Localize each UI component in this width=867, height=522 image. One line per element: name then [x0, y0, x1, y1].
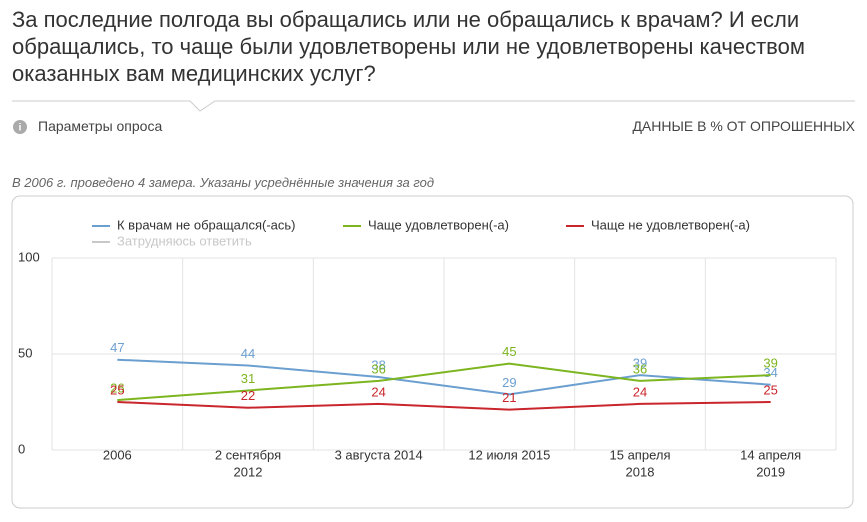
data-label: 31 [241, 371, 255, 386]
info-icon-glyph: i [19, 123, 22, 134]
legend-label: К врачам не обращался(-ась) [117, 217, 296, 232]
x-tick-label: 2019 [756, 464, 785, 479]
survey-params[interactable]: Параметры опроса [38, 118, 163, 134]
header-line [12, 100, 855, 112]
x-tick-label: 2018 [626, 464, 655, 479]
x-tick-label: 2006 [103, 447, 132, 462]
data-label: 47 [110, 340, 124, 355]
data-label: 39 [763, 356, 777, 371]
data-label: 26 [110, 381, 124, 396]
info-icon[interactable] [13, 120, 27, 134]
y-tick-label: 100 [18, 249, 40, 264]
title: За последние полгода вы обращались или н… [12, 7, 805, 86]
data-label: 25 [110, 382, 124, 397]
series-line [117, 401, 771, 411]
x-tick-label: 14 апреля [740, 447, 801, 462]
chart-frame [11, 195, 854, 509]
series-line [117, 362, 771, 402]
y-tick-label: 0 [18, 441, 25, 456]
data-label: 21 [502, 390, 516, 405]
series-line [117, 358, 771, 396]
data-label: 39 [633, 356, 647, 371]
legend-label: Чаще удовлетворен(-а) [368, 217, 509, 232]
data-label: 38 [371, 357, 385, 372]
x-tick-label: 12 июля 2015 [468, 447, 550, 462]
data-label: 45 [502, 344, 516, 359]
legend-label: Чаще не удовлетворен(-а) [591, 217, 750, 232]
data-label: 44 [241, 346, 255, 361]
data-label: 22 [241, 388, 255, 403]
data-label: 24 [371, 384, 385, 399]
legend-label: Затрудняюсь ответить [117, 233, 252, 248]
data-label: 25 [763, 382, 777, 397]
x-tick-label: 15 апреля [610, 447, 671, 462]
units-note: ДАННЫЕ В % ОТ ОПРОШЕННЫХ [632, 118, 855, 134]
data-label: 29 [502, 375, 516, 390]
data-label: 34 [763, 365, 777, 380]
y-tick-label: 50 [18, 345, 32, 360]
data-label: 36 [633, 361, 647, 376]
x-tick-label: 3 августа 2014 [335, 447, 423, 462]
data-label: 24 [633, 384, 647, 399]
data-label: 36 [371, 361, 385, 376]
note: В 2006 г. проведено 4 замера. Указаны ус… [12, 175, 435, 190]
x-tick-label: 2012 [234, 464, 263, 479]
x-tick-label: 2 сентября [215, 447, 281, 462]
